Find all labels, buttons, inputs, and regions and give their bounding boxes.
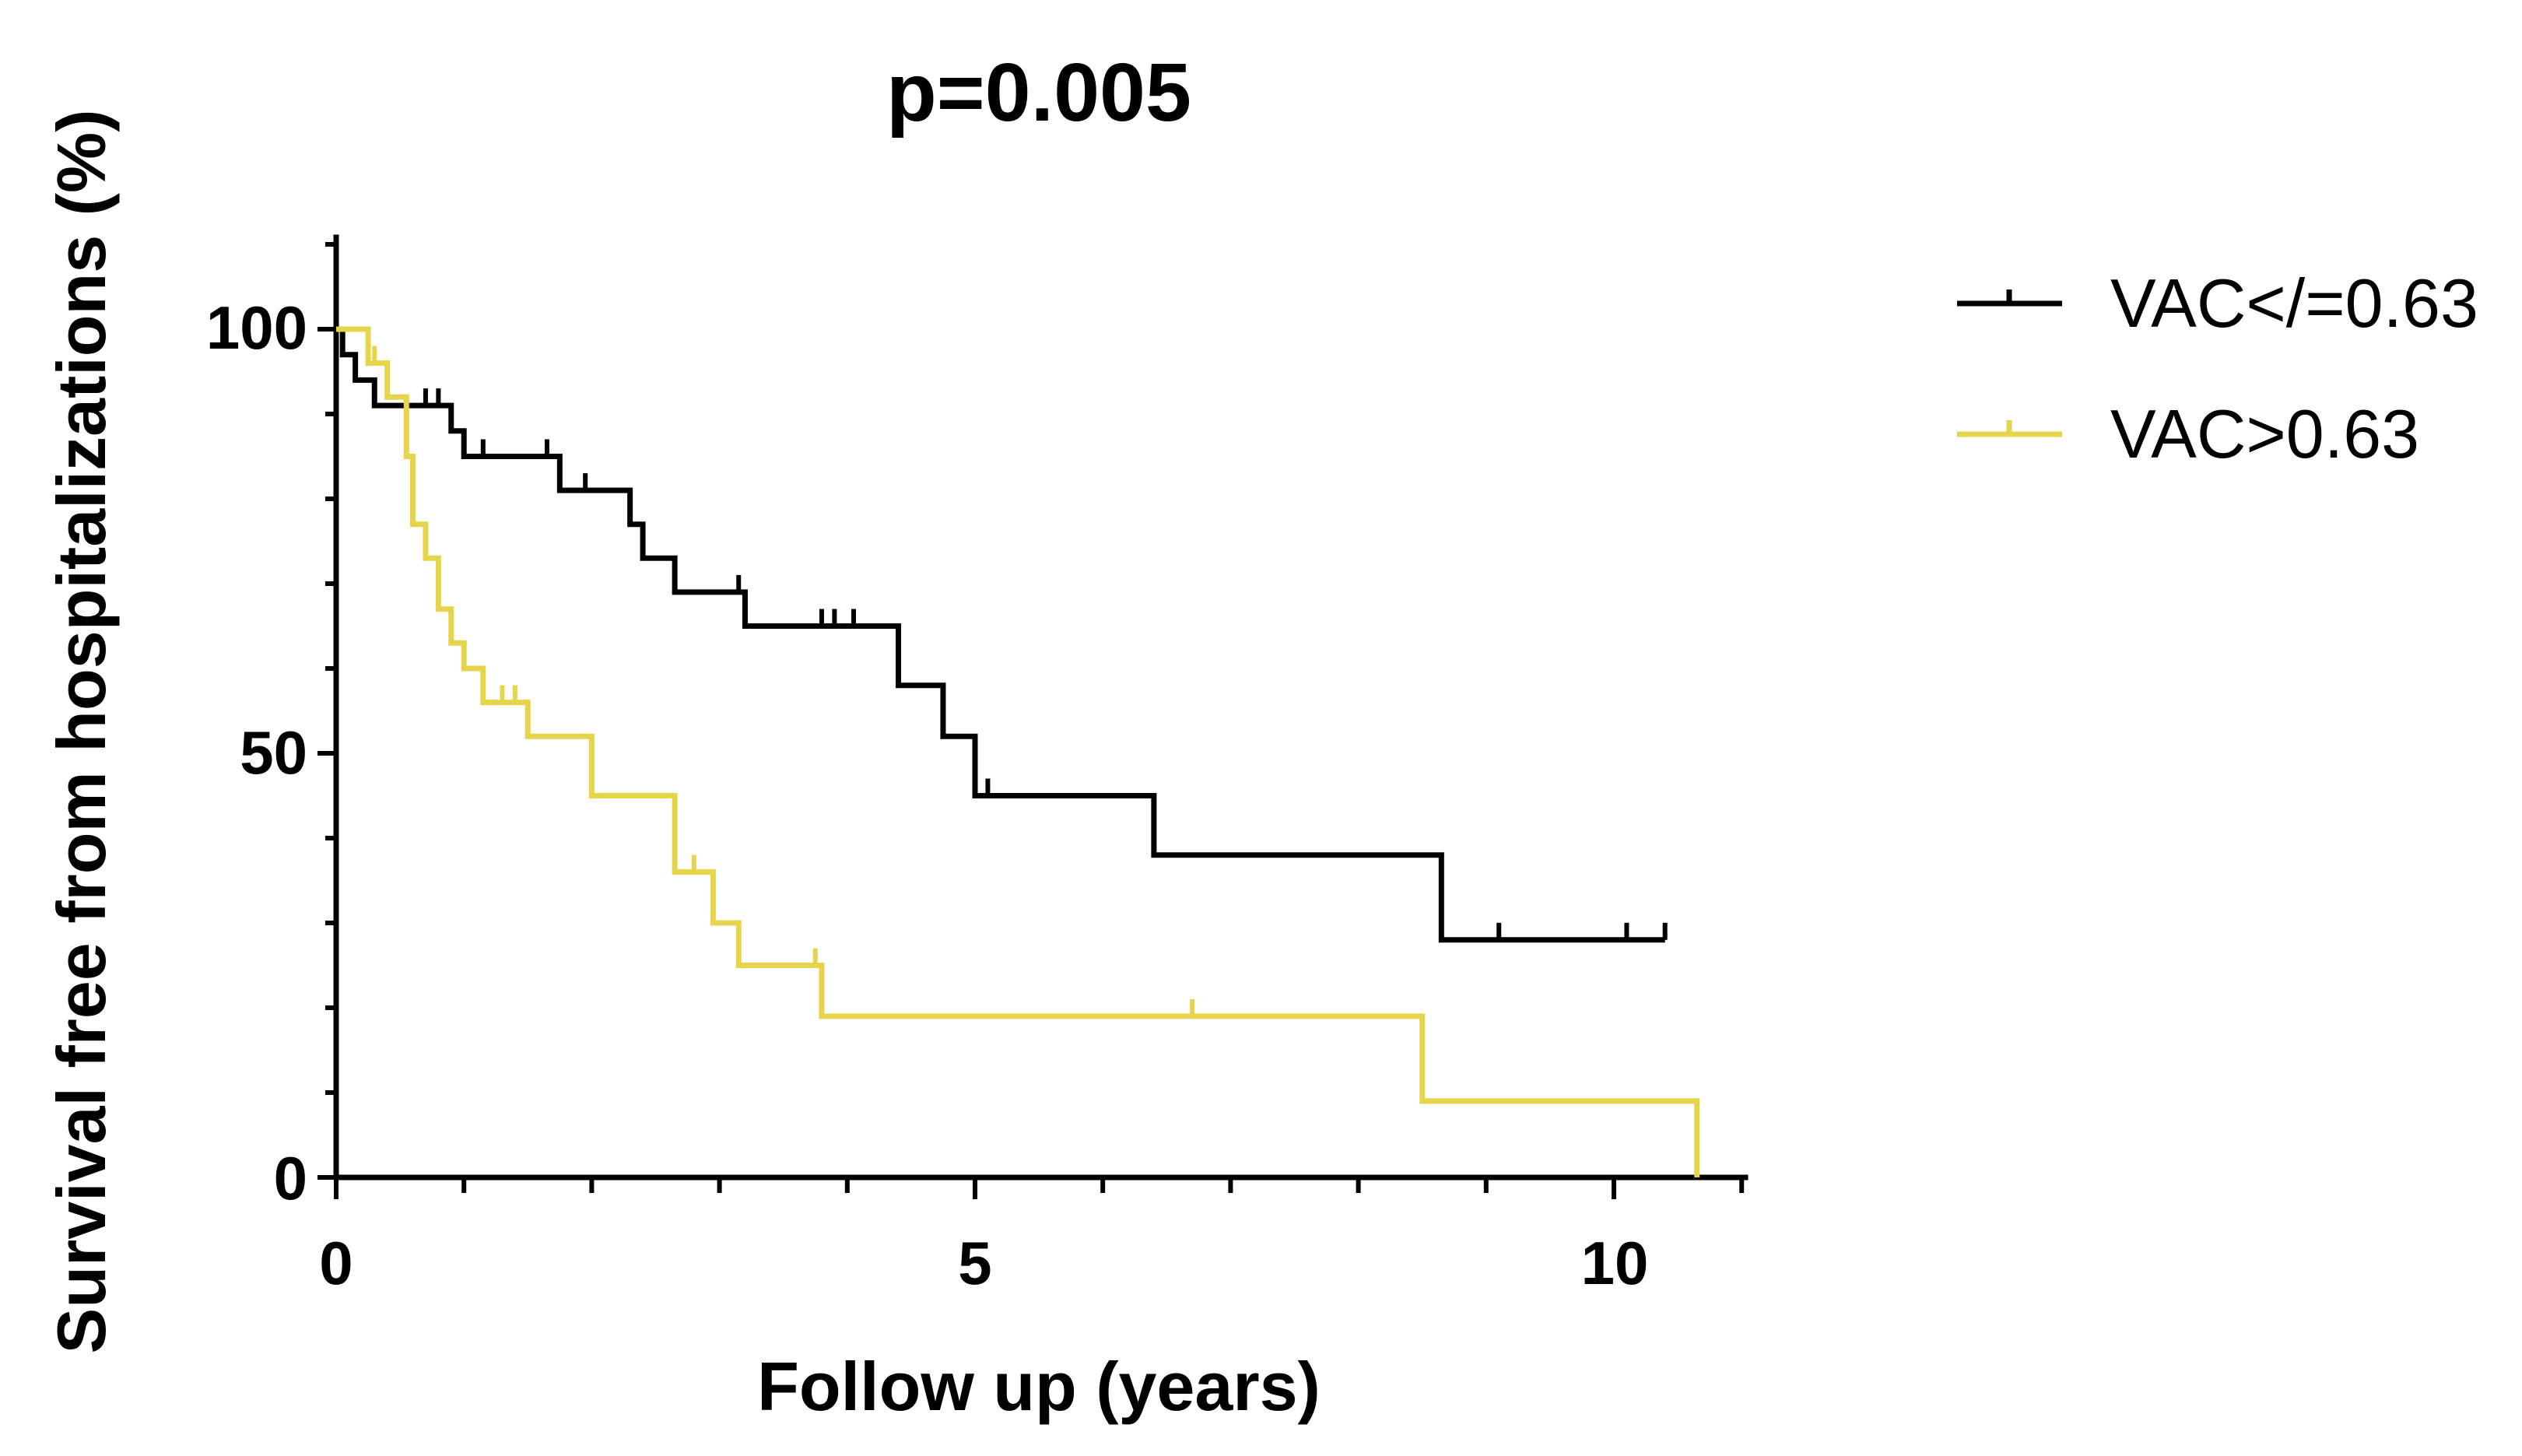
y-tick-label-50: 50: [240, 718, 307, 787]
series-line-1: [336, 326, 1700, 1177]
series-layer: [336, 326, 1700, 1177]
x-tick-label-0: 0: [319, 1229, 353, 1297]
x-axis-label: Follow up (years): [757, 1348, 1321, 1425]
chart-title: p=0.005: [886, 47, 1191, 139]
legend-label-vac-low: VAC</=0.63: [2110, 265, 2478, 342]
series-line-0: [336, 326, 1665, 943]
y-axis-label: Survival free from hospitalizations (%): [43, 110, 120, 1354]
legend: VAC</=0.63 VAC>0.63: [1957, 265, 2478, 472]
y-tick-label-0: 0: [274, 1144, 307, 1212]
y-tick-label-100: 100: [206, 293, 307, 362]
x-tick-label-10: 10: [1581, 1229, 1649, 1297]
legend-label-vac-high: VAC>0.63: [2110, 395, 2419, 472]
x-tick-label-5: 5: [958, 1229, 991, 1297]
x-axis-ticks: [334, 1177, 1745, 1199]
y-axis-ticks: [317, 242, 336, 1180]
